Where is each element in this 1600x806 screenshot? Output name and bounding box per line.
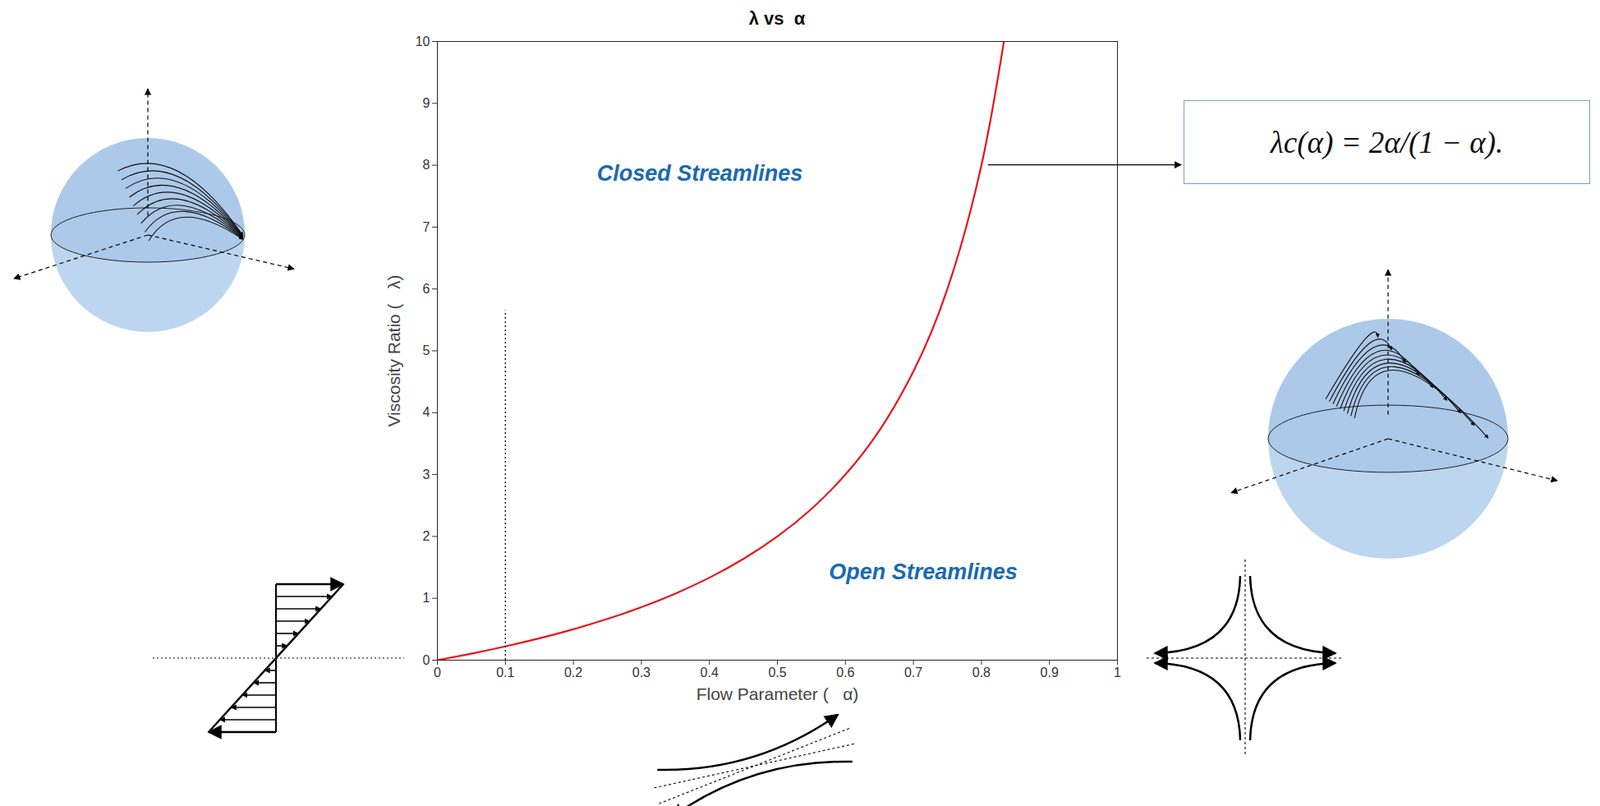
svg-text:1: 1: [1113, 665, 1122, 680]
svg-text:0.9: 0.9: [1040, 665, 1059, 680]
svg-text:0.8: 0.8: [972, 665, 991, 680]
svg-text:5: 5: [422, 343, 431, 358]
svg-text:0.3: 0.3: [632, 665, 651, 680]
svg-text:9: 9: [422, 96, 431, 111]
html-text:Closed Streamlines: Closed Streamlines: [596, 160, 803, 186]
svg-text:Viscosity Ratio ( λ): Viscosity Ratio ( λ): [384, 274, 404, 427]
svg-text:0.6: 0.6: [836, 665, 855, 680]
svg-text:Flow Parameter ( α): Flow Parameter ( α): [696, 684, 860, 704]
svg-text:0.4: 0.4: [700, 665, 719, 680]
svg-text:0.7: 0.7: [904, 665, 923, 680]
svg-text:0: 0: [433, 665, 442, 680]
svg-text:0.1: 0.1: [496, 665, 515, 680]
html-text:Open Streamlines: Open Streamlines: [828, 558, 1018, 584]
svg-text:2: 2: [422, 528, 431, 543]
svg-text:0.5: 0.5: [767, 665, 787, 680]
svg-text:3: 3: [422, 467, 431, 482]
svg-text:1: 1: [422, 590, 431, 605]
svg-text:4: 4: [422, 404, 431, 419]
html-text:λ vs α: λ vs α: [748, 8, 806, 29]
svg-text:10: 10: [415, 34, 431, 49]
html-text:λc(α) = 2α/(1 − α).: λc(α) = 2α/(1 − α).: [1270, 125, 1504, 159]
svg-text:0.2: 0.2: [564, 665, 583, 680]
svg-text:6: 6: [422, 281, 431, 296]
svg-text:0: 0: [422, 652, 431, 667]
svg-text:8: 8: [422, 157, 431, 172]
svg-text:7: 7: [422, 220, 431, 235]
